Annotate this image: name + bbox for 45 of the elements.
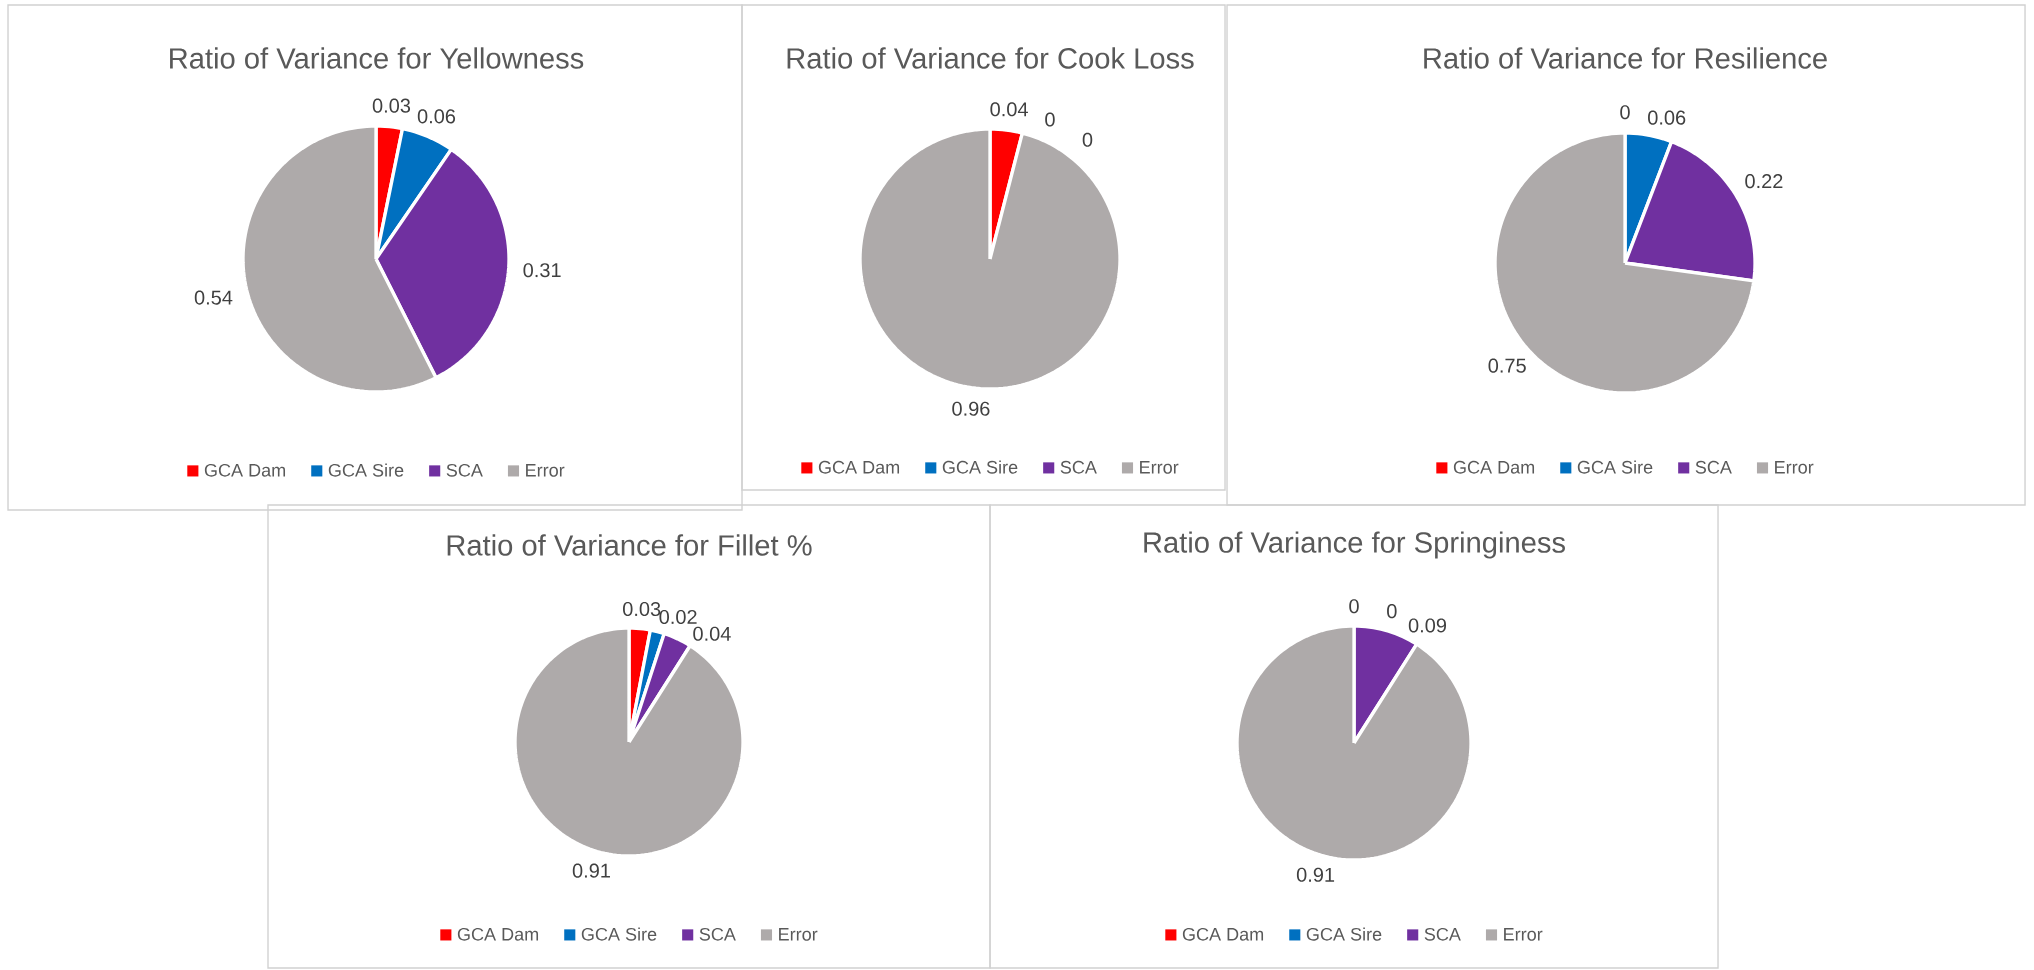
data-label: 0.91: [1296, 867, 1335, 882]
text: 0: [1082, 132, 1093, 147]
legend-label: GCA Dam: [457, 927, 539, 941]
legend-label: GCA Sire: [328, 463, 404, 477]
data-label: 0.04: [693, 626, 731, 641]
legend-label: GCA Dam: [204, 463, 286, 477]
chart-title: Ratio of Variance for Yellowness: [170, 47, 584, 69]
legend-label: GCA Dam: [1453, 460, 1535, 474]
legend-label: SCA: [446, 463, 483, 477]
data-label: 0.91: [572, 863, 610, 878]
legend-label: Error: [526, 464, 565, 477]
legend-label: Error: [1504, 928, 1543, 941]
data-label: 0.54: [194, 290, 233, 305]
data-label: 0.06: [417, 109, 456, 124]
chart-title: Ratio of Variance for Springiness: [1144, 531, 1565, 559]
legend-label: GCA Dam: [818, 460, 900, 474]
legend-label: SCA: [699, 927, 736, 941]
data-label: 0.02: [659, 609, 697, 625]
data-label: 0.22: [1745, 174, 1783, 189]
text: 0: [1620, 105, 1630, 120]
legend-label: Error: [1140, 461, 1179, 474]
data-label: 0.06: [1648, 110, 1686, 125]
chart-title: Ratio of Variance for Cook Loss: [787, 47, 1194, 69]
text: 0: [1387, 604, 1397, 619]
data-label: 0.03: [372, 98, 411, 113]
data-label: 0.03: [623, 601, 661, 617]
legend-label: SCA: [1424, 927, 1461, 941]
legend-label: GCA Sire: [1577, 460, 1653, 474]
data-label: 0.31: [523, 263, 561, 278]
data-label: 0.96: [952, 401, 990, 416]
legend-label: GCA Sire: [1306, 927, 1382, 941]
legend-label: Error: [1775, 461, 1814, 474]
text: 0: [1349, 599, 1359, 614]
legend-label: GCA Sire: [942, 460, 1018, 474]
data-label: 0.09: [1408, 618, 1447, 633]
legend-label: SCA: [1060, 460, 1097, 474]
legend-label: GCA Sire: [581, 927, 657, 941]
legend-label: Error: [779, 928, 818, 941]
legend-label: SCA: [1695, 460, 1732, 474]
data-label: 0.04: [990, 102, 1028, 117]
chart-title: Ratio of Variance for Resilience: [1424, 47, 1827, 69]
text: 0: [1045, 112, 1055, 127]
data-label: 0.75: [1488, 358, 1526, 373]
legend-label: GCA Dam: [1182, 927, 1264, 941]
chart-title: Ratio of Variance for Fillet %: [447, 534, 812, 556]
